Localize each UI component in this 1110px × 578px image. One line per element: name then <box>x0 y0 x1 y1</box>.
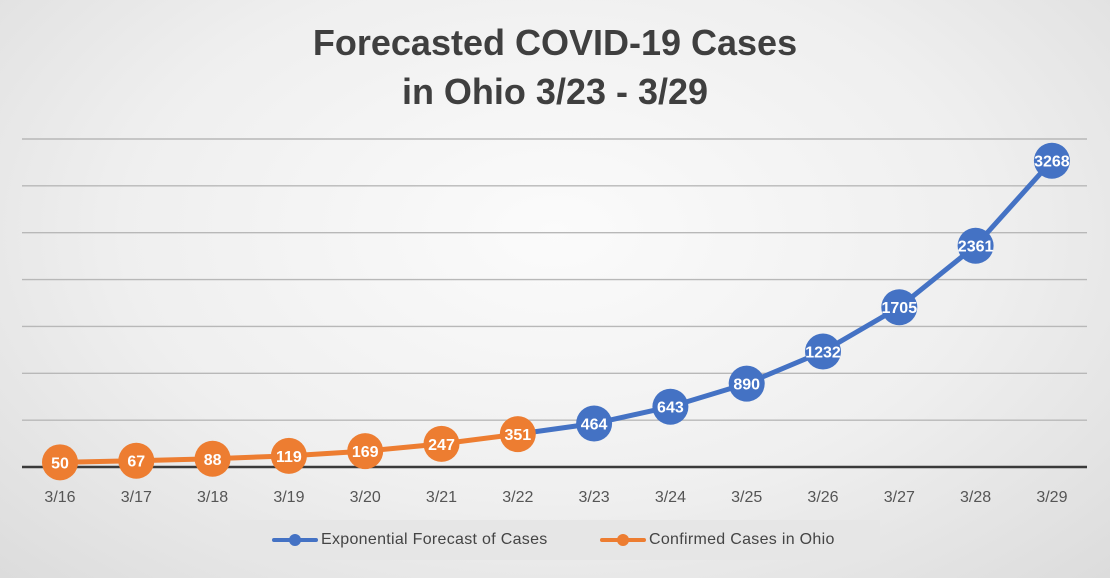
data-label-forecast: 2361 <box>958 239 994 256</box>
x-tick-label: 3/21 <box>426 489 457 506</box>
data-point-forecast <box>805 333 841 370</box>
data-label-forecast: 1232 <box>805 345 841 362</box>
data-point-forecast <box>957 227 994 264</box>
data-label-confirmed: 50 <box>51 455 69 472</box>
data-label-forecast: 3268 <box>1034 154 1070 171</box>
chart-title-line-1: Forecasted COVID-19 Cases <box>312 22 798 63</box>
x-tick-label: 3/29 <box>1036 489 1067 506</box>
data-point-forecast <box>652 388 689 425</box>
legend-item-forecast: Exponential Forecast of Cases <box>272 520 548 560</box>
legend-label-forecast: Exponential Forecast of Cases <box>321 531 548 548</box>
x-tick-label: 3/18 <box>197 489 228 506</box>
legend-swatch-confirmed <box>600 533 646 547</box>
x-tick-label: 3/16 <box>44 489 75 506</box>
legend-swatch-forecast <box>272 533 318 547</box>
data-label-confirmed: 88 <box>204 452 222 469</box>
x-tick-label: 3/19 <box>273 489 304 506</box>
x-tick-label: 3/25 <box>731 489 762 506</box>
x-tick-label: 3/27 <box>884 489 915 506</box>
legend-item-confirmed: Confirmed Cases in Ohio <box>600 520 835 560</box>
x-tick-label: 3/17 <box>121 489 152 506</box>
data-point-confirmed <box>347 433 384 470</box>
legend-label-confirmed: Confirmed Cases in Ohio <box>649 531 835 548</box>
x-tick-label: 3/20 <box>350 489 381 506</box>
data-point-confirmed <box>423 425 460 462</box>
data-label-confirmed: 169 <box>352 444 379 461</box>
data-point-confirmed <box>194 440 231 477</box>
data-point-confirmed <box>118 442 155 479</box>
data-label-confirmed: 351 <box>504 427 531 444</box>
data-label-forecast: 890 <box>733 377 760 394</box>
x-tick-label: 3/23 <box>579 489 610 506</box>
data-point-forecast <box>728 365 765 402</box>
data-point-confirmed <box>270 437 307 474</box>
x-tick-label: 3/22 <box>502 489 533 506</box>
series-line-forecast <box>515 158 1055 437</box>
data-label-forecast: 464 <box>581 417 608 434</box>
x-tick-label: 3/24 <box>655 489 686 506</box>
chart-title-line-2: in Ohio 3/23 - 3/29 <box>401 71 709 112</box>
data-point-forecast <box>1033 142 1070 179</box>
chart-title: Forecasted COVID-19 Cases in Ohio 3/23 -… <box>0 18 1110 116</box>
data-label-forecast: 1705 <box>882 300 918 317</box>
data-label-confirmed: 119 <box>276 449 302 466</box>
data-label-confirmed: 67 <box>127 454 145 471</box>
data-point-confirmed <box>499 416 536 453</box>
x-tick-label: 3/26 <box>807 489 838 506</box>
data-point-forecast <box>576 405 613 442</box>
data-point-confirmed <box>42 444 78 481</box>
legend: Exponential Forecast of Cases Confirmed … <box>230 520 880 560</box>
x-tick-label: 3/28 <box>960 489 991 506</box>
data-label-confirmed: 247 <box>428 437 455 454</box>
data-label-forecast: 643 <box>657 400 684 417</box>
data-point-forecast <box>881 289 918 326</box>
